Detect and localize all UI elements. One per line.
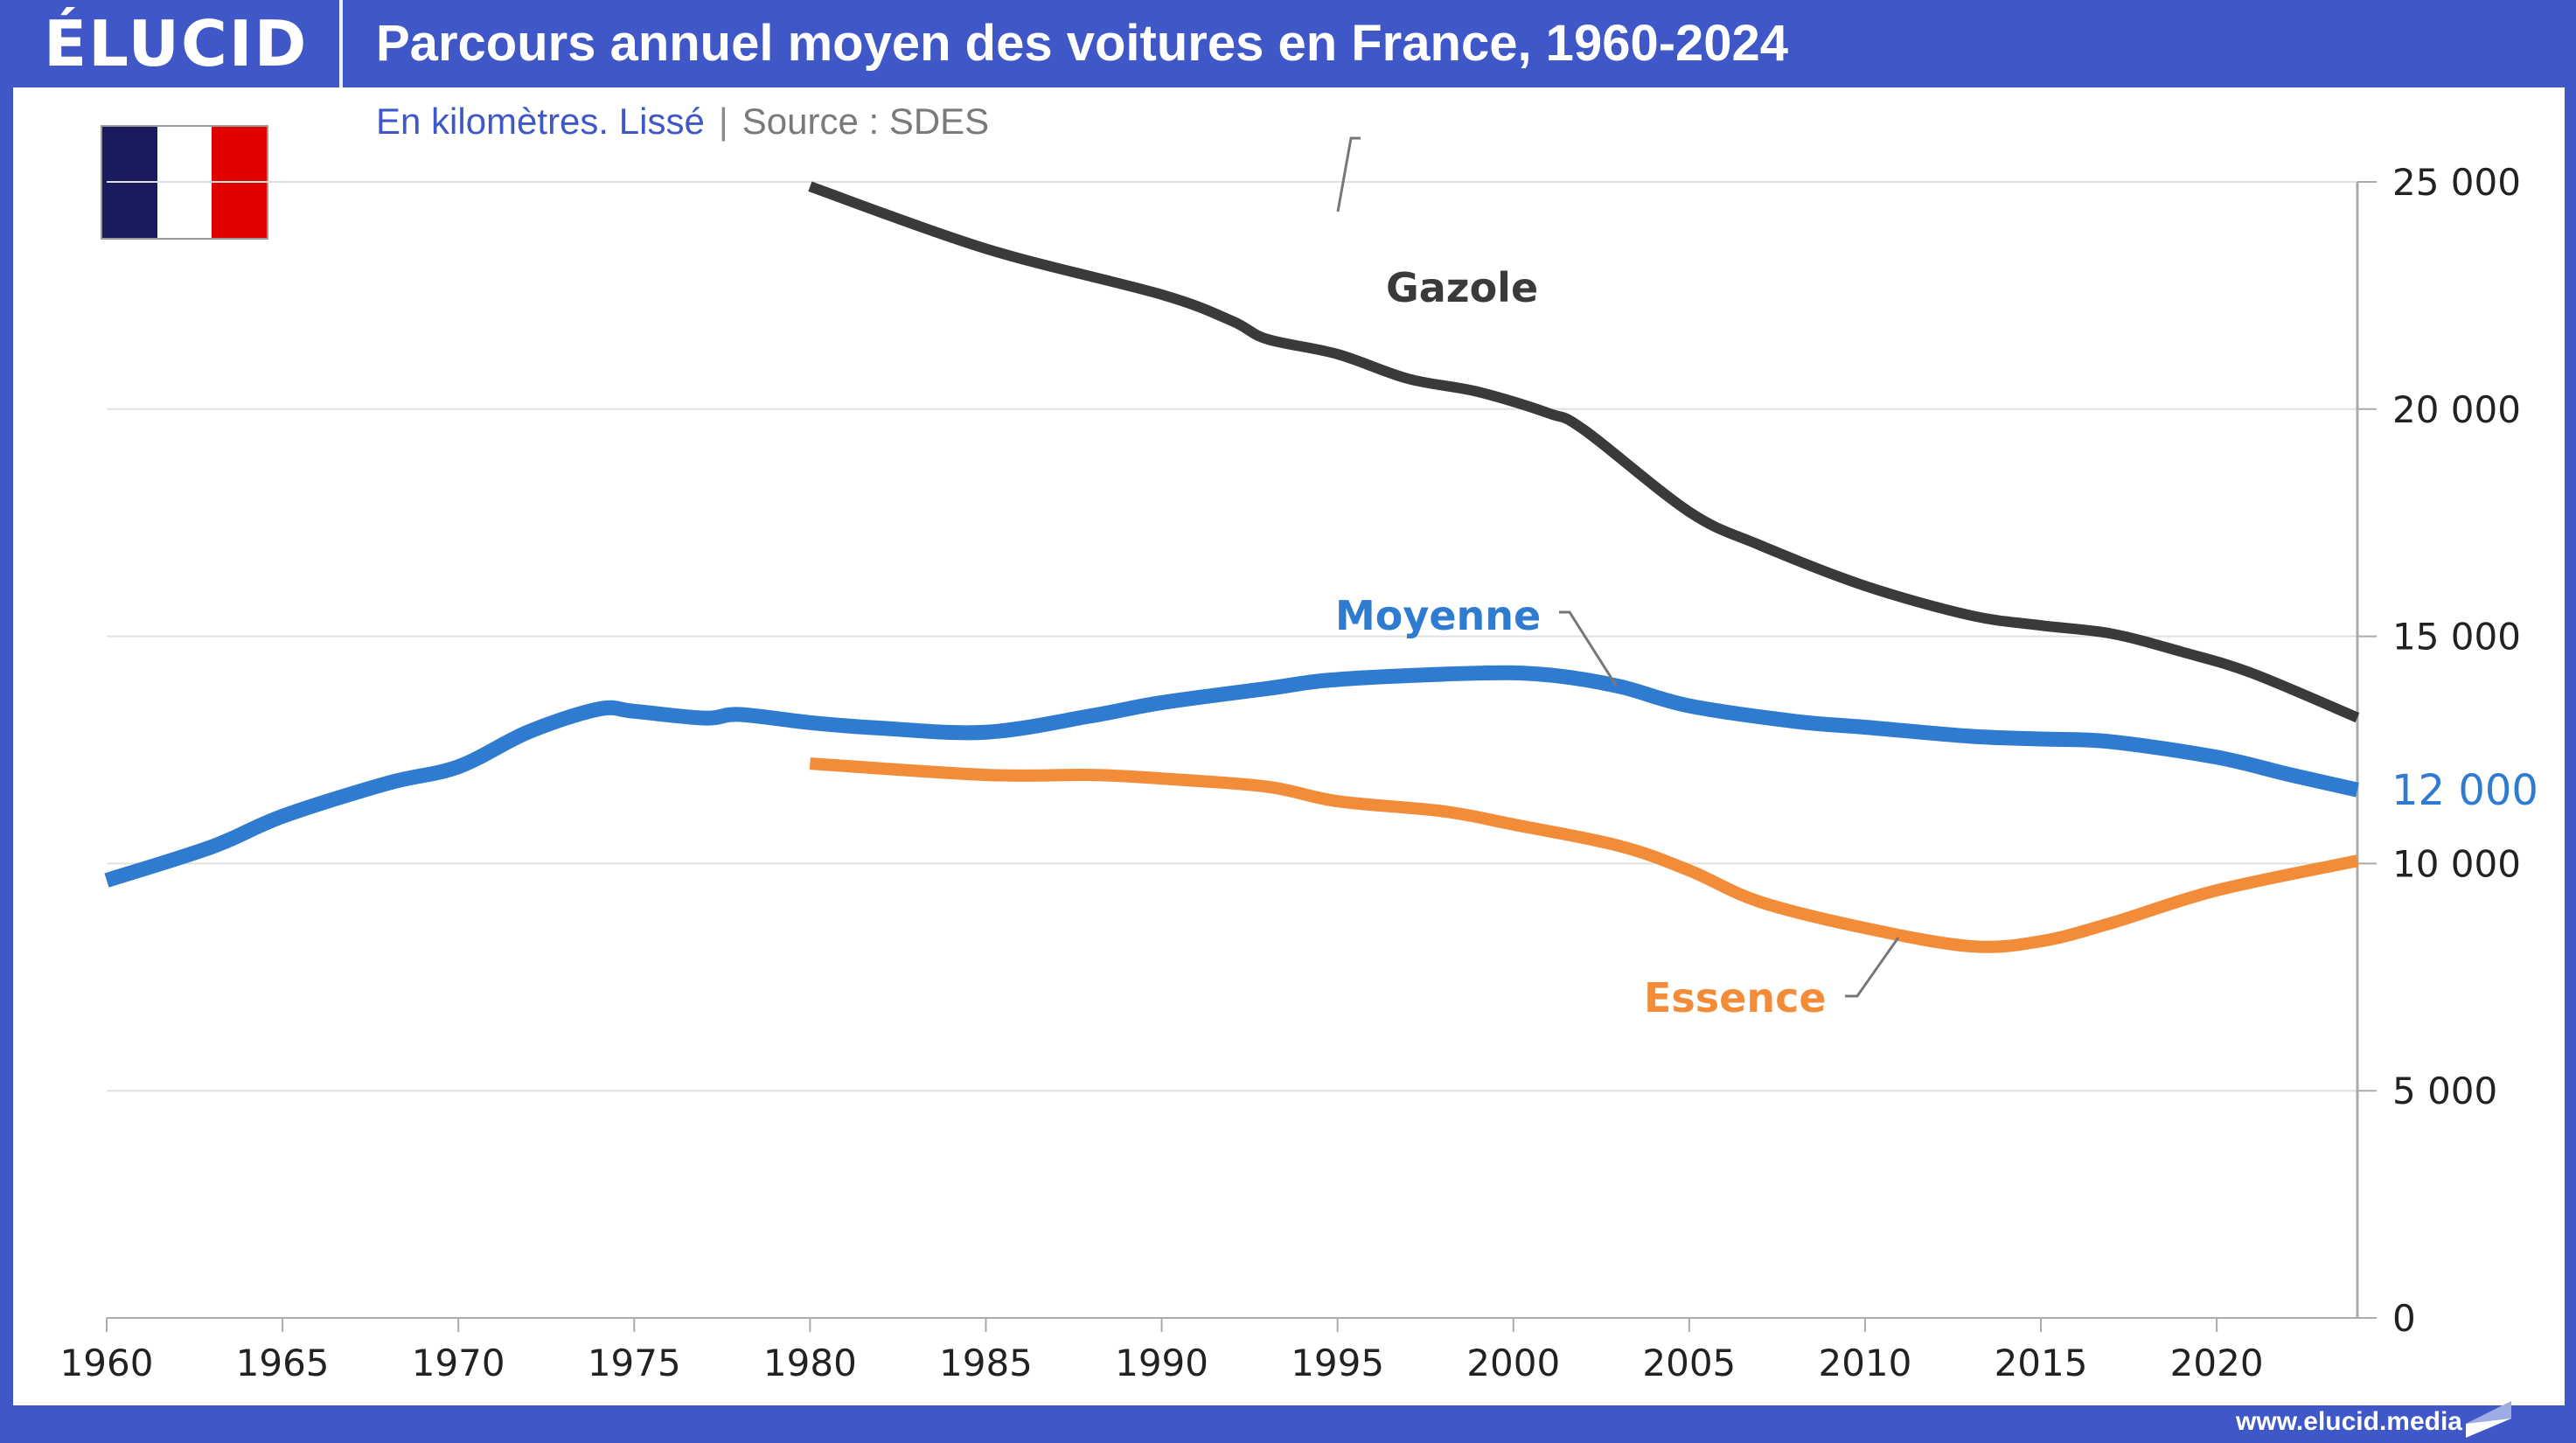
header-bar xyxy=(0,0,2576,87)
y-tick-label: 15 000 xyxy=(2392,616,2521,659)
x-tick-label: 1990 xyxy=(1115,1342,1208,1384)
elucid-logo: ÉLUCID xyxy=(44,7,309,80)
unit-note: En kilomètres. Lissé xyxy=(376,101,705,142)
y-tick-label: 25 000 xyxy=(2392,161,2521,204)
y-tick-label: 5 000 xyxy=(2392,1070,2497,1112)
x-tick-label: 2020 xyxy=(2170,1342,2264,1384)
gazole-leader-line xyxy=(1336,136,1361,213)
gazole-label: Gazole xyxy=(1386,264,1538,311)
x-tick-label: 1980 xyxy=(763,1342,857,1384)
axes: 0 5 000 10 000 15 000 20 000 25 000 1960 1965 19… xyxy=(60,161,2521,1384)
header-divider xyxy=(339,0,343,87)
y-tick-label: 10 000 xyxy=(2392,842,2521,885)
x-tick-label: 2000 xyxy=(1466,1342,1560,1384)
y-tick-label: 0 xyxy=(2392,1297,2416,1340)
essence-label: Essence xyxy=(1644,974,1827,1021)
x-tick-label: 2005 xyxy=(1642,1342,1736,1384)
x-tick-label: 1985 xyxy=(939,1342,1033,1384)
series-lines xyxy=(104,181,2360,953)
moyenne-leader-line xyxy=(1559,610,1619,687)
chart-subtitle: En kilomètres. Lissé | Source : SDES xyxy=(376,98,989,145)
y-tick-label: 20 000 xyxy=(2392,388,2521,431)
x-tick-label: 1970 xyxy=(412,1342,505,1384)
x-tick-label: 1995 xyxy=(1291,1342,1384,1384)
x-tick-label: 1965 xyxy=(236,1342,330,1384)
series-line-moyenne xyxy=(104,665,2359,888)
moyenne-label: Moyenne xyxy=(1335,592,1541,639)
x-tick-label: 1960 xyxy=(60,1342,154,1384)
x-tick-label: 1975 xyxy=(588,1342,681,1384)
chart-title: Parcours annuel moyen des voitures en Fr… xyxy=(376,15,1789,72)
essence-leader-line xyxy=(1845,937,1900,998)
footer-url[interactable]: www.elucid.media xyxy=(2236,1407,2462,1436)
subtitle-separator: | xyxy=(718,101,728,142)
x-tick-label: 2015 xyxy=(1995,1342,2088,1384)
series-line-essence xyxy=(809,757,2359,953)
gridlines xyxy=(107,181,2357,1092)
moyenne-end-value-label: 12 000 xyxy=(2392,766,2538,815)
source-note: Source : SDES xyxy=(741,101,990,142)
series-line-gazole xyxy=(808,181,2360,723)
elucid-mark-icon xyxy=(2466,1401,2511,1438)
series-labels: Gazole Moyenne Essence 12 000 xyxy=(1335,136,2538,1021)
x-tick-label: 2010 xyxy=(1818,1342,1911,1384)
